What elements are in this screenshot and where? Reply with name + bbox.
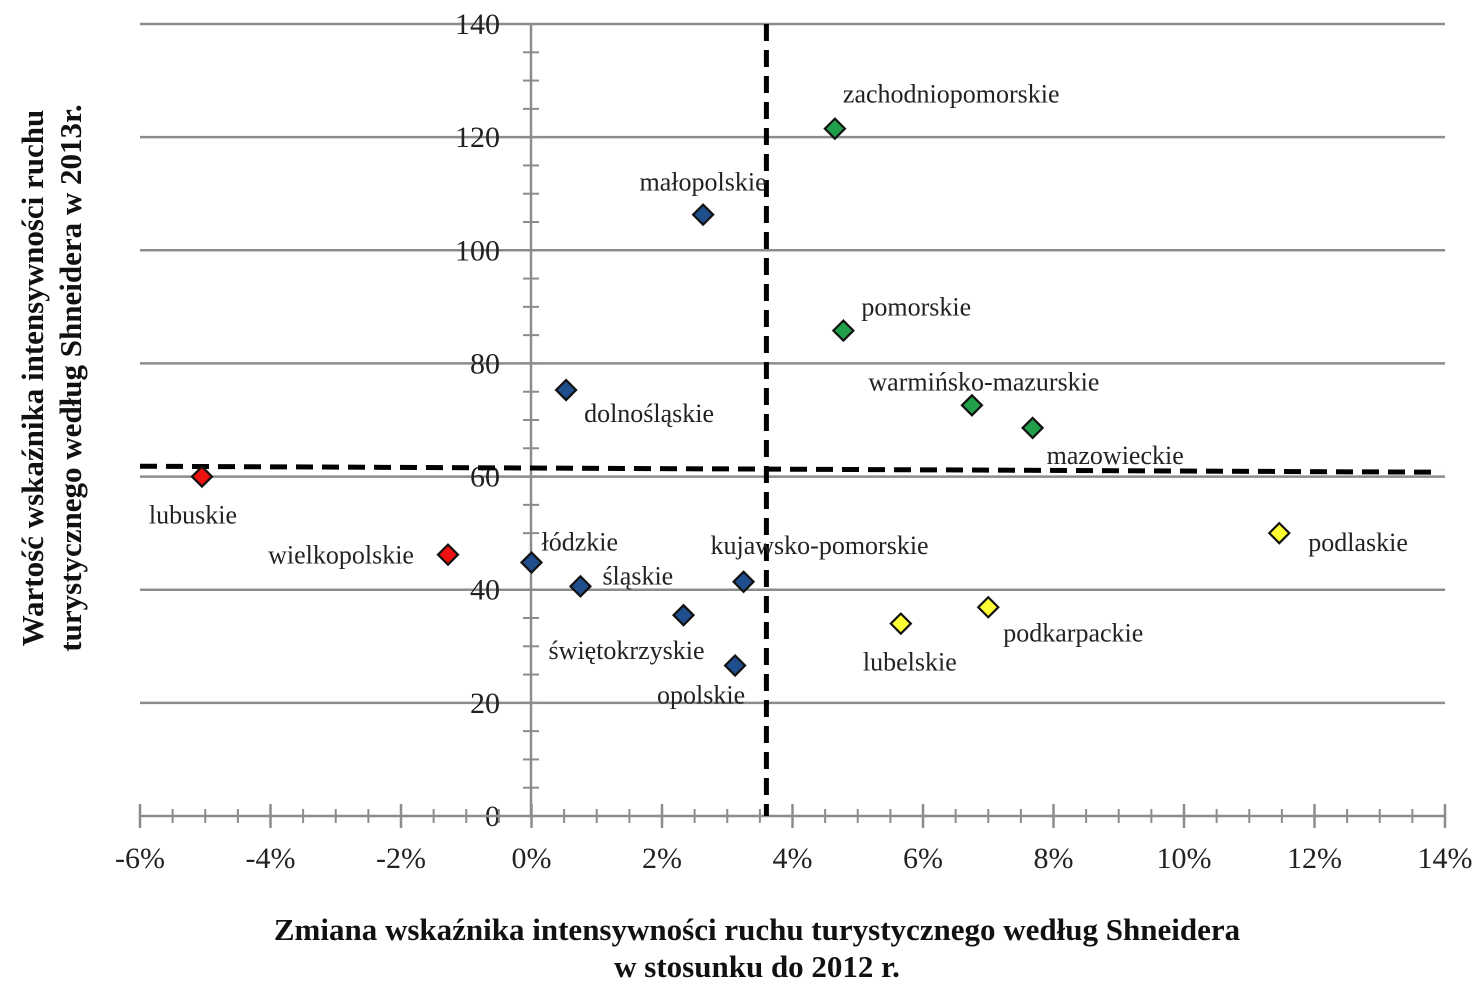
data-point [1267,521,1291,545]
x-tick-label: 10% [1157,842,1212,875]
x-tick-label: 6% [903,842,943,875]
data-point [436,543,460,567]
data-label: pomorskie [861,293,971,322]
data-point [568,574,592,598]
x-tick-label: 0% [512,842,552,875]
x-tick-label: -2% [376,842,426,875]
data-label: śląskie [602,561,673,590]
data-point [823,117,847,141]
x-tick-label: 8% [1034,842,1074,875]
data-point [960,393,984,417]
y-tick-label: 140 [455,8,500,41]
data-label: podlaskie [1308,528,1408,557]
x-tick-label: -4% [246,842,296,875]
y-tick-label: 100 [455,234,500,267]
data-point [976,595,1000,619]
data-label: lubuskie [149,501,237,530]
x-tick-label: 4% [773,842,813,875]
data-point [723,653,747,678]
data-point [732,570,756,594]
data-point [671,603,696,627]
data-label: świętokrzyskie [549,636,705,665]
data-labels: zachodniopomorskie małopolskie pomorskie do… [149,80,1408,710]
data-point [691,203,715,227]
data-label: wielkopolskie [268,541,414,570]
data-label: mazowieckie [1047,441,1184,470]
data-point [831,319,855,343]
data-point [1021,416,1045,440]
axis-titles: Zmiana wskaźnika intensywności ruchu tur… [15,104,1241,982]
data-label: warmińsko-mazurskie [868,367,1099,396]
data-label: małopolskie [640,168,767,197]
x-tick-label: -6% [115,842,165,875]
data-label: dolnośląskie [584,399,714,428]
data-label: zachodniopomorskie [843,80,1060,109]
data-point [519,551,544,575]
x-axis-title-line-1: Zmiana wskaźnika intensywności ruchu tur… [274,912,1241,947]
y-axis-title-line-1: Wartość wskaźnika intensywności ruchu [15,110,50,647]
y-tick-label: 120 [455,121,500,154]
data-point [190,465,214,489]
gridlines [140,22,1445,705]
x-tick-label: 14% [1418,842,1473,875]
data-label: podkarpackie [1003,618,1143,647]
x-tick-label: 12% [1287,842,1342,875]
data-label: lubelskie [863,648,957,677]
reference-line-horizontal [139,463,1441,475]
data-label: opolskie [657,681,745,710]
y-tick-label: 20 [470,687,500,720]
data-points [190,117,1291,678]
data-point [889,612,913,636]
data-label: kujawsko-pomorskie [711,531,929,560]
data-label: łódzkie [542,528,619,557]
x-axis-title-line-2: w stosunku do 2012 r. [614,949,900,982]
y-tick-label: 80 [470,347,500,380]
data-point [554,378,578,402]
x-tick-label: 2% [642,842,682,875]
y-axis-title-line-2: turystycznego według Shneidera w 2013r. [53,104,88,651]
reference-lines [139,24,1441,816]
y-tick-label: 40 [470,574,500,607]
